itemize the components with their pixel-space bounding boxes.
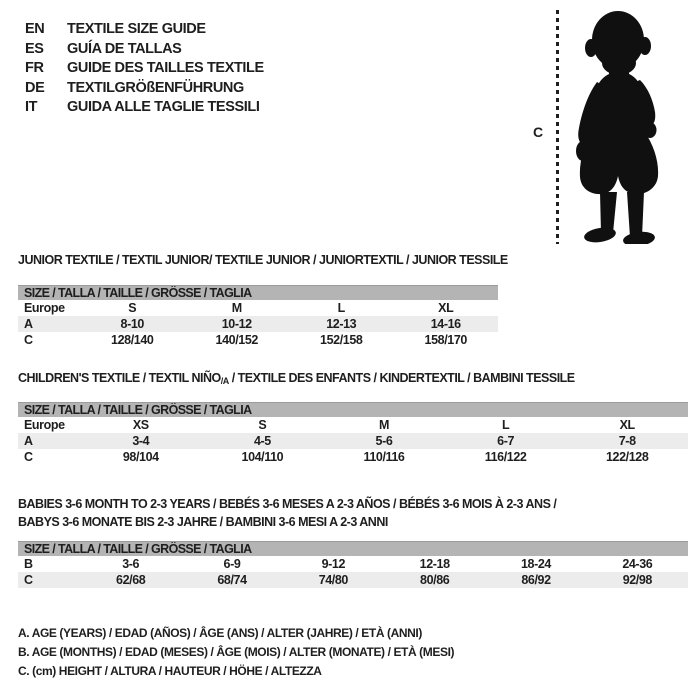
language-row: EN TEXTILE SIZE GUIDE (25, 20, 264, 40)
table-cell: 80/86 (420, 573, 450, 587)
table-cell: S (128, 301, 137, 315)
language-code: EN (25, 21, 45, 37)
table-cell: 152/158 (320, 333, 363, 347)
table-cell: XL (438, 301, 454, 315)
table-cell: 6-9 (223, 557, 241, 571)
language-list: EN TEXTILE SIZE GUIDE ES GUÍA DE TALLAS … (25, 20, 264, 118)
table-cell: 110/116 (363, 450, 405, 464)
table-cell: 24-36 (622, 557, 653, 571)
row-label: A (24, 317, 33, 331)
table-cell: 86/92 (521, 573, 551, 587)
language-row: ES GUÍA DE TALLAS (25, 40, 264, 60)
table-cell: 3-6 (122, 557, 140, 571)
row-label: Europe (24, 301, 65, 315)
language-code: DE (25, 79, 45, 96)
height-measure-dotted-line (556, 10, 559, 244)
table-row: C 128/140 140/152 152/158 158/170 (18, 332, 498, 348)
table-cell: 92/98 (622, 573, 653, 587)
junior-size-table: SIZE / TALLA / TAILLE / GRÖSSE / TAGLIA E… (18, 285, 498, 348)
table-row: C 98/104 104/110 110/116 116/122 122/128 (18, 449, 688, 465)
table-cell: 3-4 (132, 434, 150, 448)
table-cell: XL (619, 418, 636, 432)
section-title-children-text: / TEXTILE DES ENFANTS / KINDERTEXTIL / B… (228, 371, 575, 385)
table-cell: 74/80 (318, 573, 349, 587)
table-cell: 98/104 (122, 450, 159, 464)
row-label: C (24, 450, 33, 464)
table-cell: 68/74 (217, 573, 247, 587)
language-code: IT (25, 99, 38, 115)
footnotes: A. AGE (YEARS) / EDAD (AÑOS) / ÂGE (ANS)… (18, 624, 455, 681)
section-title-children-subscript: /A (220, 376, 230, 386)
row-label: C (24, 573, 33, 587)
row-label: B (24, 557, 33, 571)
language-code: FR (25, 60, 44, 76)
table-cell: 8-10 (120, 317, 145, 331)
table-cell: M (231, 301, 242, 315)
table-cell: 4-5 (253, 434, 271, 448)
table-cell: 7-8 (618, 434, 636, 448)
table-cell: 9-12 (321, 557, 346, 571)
table-cell: 116/122 (484, 450, 527, 464)
section-title-junior: JUNIOR TEXTILE / TEXTIL JUNIOR/ TEXTILE … (18, 253, 508, 267)
row-label: A (24, 434, 33, 448)
table-row: Europe XS S M L XL (18, 417, 688, 433)
table-cell: 6-7 (497, 434, 515, 448)
row-label: C (24, 333, 33, 347)
table-cell: XS (132, 418, 149, 432)
section-title-babies-line2: BABYS 3-6 MONATE BIS 2-3 JAHRE / BAMBINI… (18, 514, 388, 529)
table-cell: L (501, 418, 510, 432)
table-row: A 8-10 10-12 12-13 14-16 (18, 316, 498, 332)
language-title: TEXTILGRÖßENFÜHRUNG (67, 79, 244, 96)
language-row: DE TEXTILGRÖßENFÜHRUNG (25, 79, 264, 99)
children-size-table: SIZE / TALLA / TAILLE / GRÖSSE / TAGLIA E… (18, 402, 688, 465)
row-label: Europe (24, 418, 65, 432)
table-cell: S (258, 418, 267, 432)
section-title-babies-line1: BABIES 3-6 MONTH TO 2-3 YEARS / BEBÉS 3-… (18, 497, 557, 511)
table-cell: 128/140 (111, 333, 154, 347)
language-code: ES (25, 40, 44, 57)
table-cell: L (337, 301, 346, 315)
language-title: GUIDA ALLE TAGLIE TESSILI (67, 99, 260, 115)
language-title: GUIDE DES TAILLES TEXTILE (67, 60, 264, 76)
section-title-babies: BABIES 3-6 MONTH TO 2-3 YEARS / BEBÉS 3-… (18, 496, 557, 531)
footnote-a: A. AGE (YEARS) / EDAD (AÑOS) / ÂGE (ANS)… (18, 626, 422, 640)
table-row: B 3-6 6-9 9-12 12-18 18-24 24-36 (18, 556, 688, 572)
table-cell: 12-13 (326, 317, 357, 331)
footnote-b: B. AGE (MONTHS) / EDAD (MESES) / ÂGE (MO… (18, 645, 455, 659)
height-measure-label: C (533, 124, 544, 140)
language-title: GUÍA DE TALLAS (67, 40, 182, 57)
table-cell: 14-16 (430, 317, 461, 331)
table-header: SIZE / TALLA / TAILLE / GRÖSSE / TAGLIA (18, 402, 688, 417)
toddler-silhouette-icon (576, 11, 659, 244)
table-cell: 62/68 (116, 573, 146, 587)
table-cell: 104/110 (241, 450, 284, 464)
language-title: TEXTILE SIZE GUIDE (67, 21, 206, 37)
table-cell: 158/170 (424, 333, 468, 347)
footnote-c: C. (cm) HEIGHT / ALTURA / HAUTEUR / HÖHE… (18, 664, 322, 678)
table-cell: 10-12 (221, 317, 252, 331)
language-row: FR GUIDE DES TAILLES TEXTILE (25, 59, 264, 79)
language-row: IT GUIDA ALLE TAGLIE TESSILI (25, 98, 264, 118)
section-title-children-text: CHILDREN'S TEXTILE / TEXTIL NIÑO (18, 371, 221, 385)
table-row: C 62/68 68/74 74/80 80/86 86/92 92/98 (18, 572, 688, 588)
table-cell: 12-18 (419, 557, 450, 571)
table-header: SIZE / TALLA / TAILLE / GRÖSSE / TAGLIA (18, 541, 688, 556)
table-cell: 122/128 (605, 450, 649, 464)
table-row: A 3-4 4-5 5-6 6-7 7-8 (18, 433, 688, 449)
section-title-children: CHILDREN'S TEXTILE / TEXTIL NIÑO/A / TEX… (18, 371, 575, 386)
table-header: SIZE / TALLA / TAILLE / GRÖSSE / TAGLIA (18, 285, 498, 300)
table-cell: 5-6 (375, 434, 393, 448)
table-cell: 18-24 (521, 557, 551, 571)
table-row: Europe S M L XL (18, 300, 498, 316)
table-cell: M (378, 418, 389, 432)
table-cell: 140/152 (215, 333, 259, 347)
babies-size-table: SIZE / TALLA / TAILLE / GRÖSSE / TAGLIA B… (18, 541, 688, 588)
